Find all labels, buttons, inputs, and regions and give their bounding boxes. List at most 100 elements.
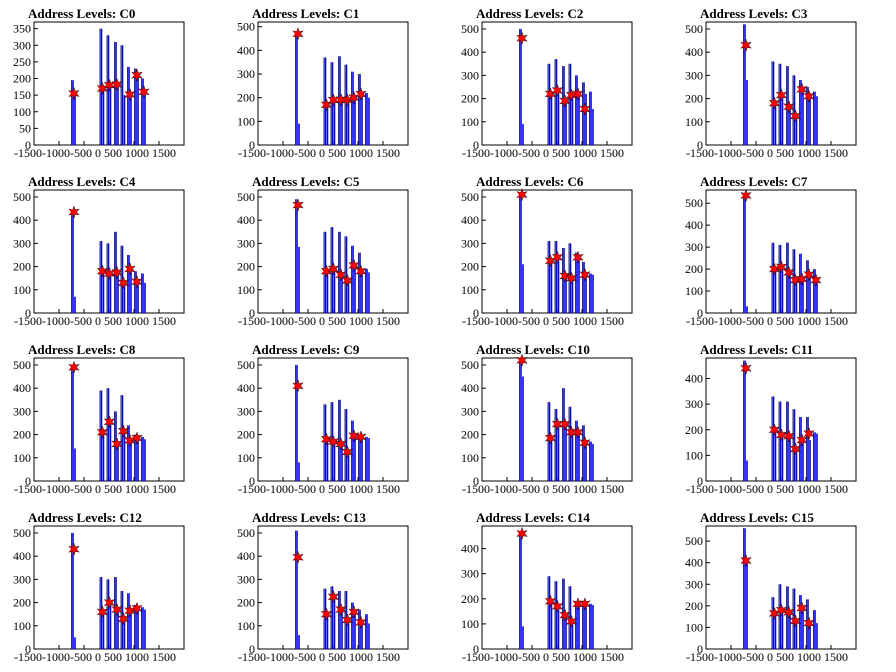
peak-marker [131, 431, 143, 445]
chart-panel-15: Address Levels: C15 0 100 200 300 400 500 -1500… [685, 510, 857, 664]
peak-marker [111, 77, 123, 92]
chart-title: Address Levels: C7 [700, 174, 808, 189]
x-tick-labels: -1500-1000-500 0 500 1000 1500 [238, 650, 400, 664]
chart-panel-1: Address Levels: C1 0 100 200 300 400 500 -1500-… [237, 6, 409, 160]
x-tick-labels: -1500-1000-500 0 500 1000 1500 [686, 482, 848, 496]
x-tick-labels: -1500-1000-500 0 500 1000 1500 [462, 314, 624, 328]
peak-marker [559, 269, 571, 283]
y-tick-label: 400 [461, 45, 479, 59]
y-tick-label: 300 [237, 404, 255, 418]
peak-marker [775, 603, 788, 617]
peak-marker [768, 423, 781, 437]
y-tick-label: 400 [685, 556, 703, 570]
y-tick-label: 200 [237, 91, 255, 105]
y-tick-label: 100 [13, 451, 31, 465]
peak-marker [516, 187, 528, 202]
peak-marker [803, 426, 815, 441]
y-tick-label: 500 [237, 526, 255, 540]
peak-marker [355, 87, 367, 101]
y-tick-label: 500 [461, 358, 479, 372]
y-tick-label: 200 [461, 428, 479, 442]
chart-title: Address Levels: C6 [476, 174, 584, 189]
chart-title: Address Levels: C15 [700, 510, 814, 525]
y-tick-label: 0 [249, 642, 255, 656]
chart-title: Address Levels: C5 [252, 174, 360, 189]
chart-title: Address Levels: C13 [252, 510, 366, 525]
peak-marker [341, 273, 354, 288]
peak-marker [551, 83, 564, 98]
peak-marker [103, 595, 116, 610]
peak-marker [516, 353, 528, 367]
peak-marker [789, 109, 802, 123]
y-tick-label: 400 [13, 549, 31, 563]
y-tick-label: 100 [461, 283, 479, 297]
chart-panel-9: Address Levels: C9 0 100 200 300 400 500 -1500-… [237, 342, 409, 496]
y-tick-label: 100 [461, 115, 479, 129]
peak-marker [131, 275, 143, 289]
y-tick-label: 500 [461, 22, 479, 36]
y-tick-label: 400 [237, 43, 255, 57]
peak-marker [96, 264, 109, 278]
y-tick-label: 0 [473, 138, 479, 152]
chart-title: Address Levels: C10 [476, 342, 590, 357]
peak-marker [96, 605, 109, 619]
peak-marker [516, 31, 528, 45]
y-tick-label: 100 [237, 619, 255, 633]
peak-marker [579, 102, 591, 116]
y-tick-label: 500 [237, 20, 255, 34]
chart-panel-11: Address Levels: C11 0 100 200 300 400 -1500-10… [685, 342, 857, 496]
y-tick-label: 400 [461, 381, 479, 395]
y-tick-label: 100 [237, 114, 255, 128]
peak-marker [783, 265, 795, 280]
y-tick-label: 50 [19, 121, 31, 135]
peak-marker [320, 607, 333, 621]
y-tick-label: 100 [461, 451, 479, 465]
x-tick-labels: -1500-1000-500 0 500 1000 1500 [462, 146, 624, 160]
y-tick-label: 500 [461, 190, 479, 204]
y-tick-label: 400 [13, 213, 31, 227]
x-tick-labels: -1500-1000-500 0 500 1000 1500 [14, 482, 176, 496]
chart-title: Address Levels: C8 [28, 342, 136, 357]
y-tick-label: 300 [685, 68, 703, 82]
chart-panel-6: Address Levels: C6 0 100 200 300 400 500 -1500-… [461, 174, 633, 328]
y-tick-label: 0 [697, 474, 703, 488]
y-tick-label: 250 [13, 55, 31, 69]
y-tick-label: 0 [249, 138, 255, 152]
y-tick-label: 400 [461, 213, 479, 227]
y-tick-label: 500 [237, 358, 255, 372]
peak-marker [117, 424, 130, 438]
peak-marker [68, 542, 80, 556]
y-tick-label: 200 [461, 260, 479, 274]
y-tick-label: 100 [685, 448, 703, 462]
peak-marker [68, 360, 80, 374]
peak-marker [740, 361, 752, 375]
chart-panel-3: Address Levels: C3 0 100 200 300 400 500 -1500-… [685, 6, 857, 160]
peak-marker [348, 605, 360, 619]
x-tick-labels: -1500-1000-500 0 500 1000 1500 [238, 482, 400, 496]
y-tick-label: 0 [697, 138, 703, 152]
peak-marker [551, 250, 564, 264]
chart-title: Address Levels: C14 [476, 510, 590, 525]
y-tick-label: 200 [237, 260, 255, 274]
y-tick-label: 300 [685, 577, 703, 591]
chart-title: Address Levels: C1 [252, 6, 359, 21]
peak-marker [292, 27, 304, 41]
peak-marker [551, 417, 564, 431]
y-tick-label: 300 [461, 567, 479, 581]
peak-marker [579, 268, 591, 282]
peak-marker [559, 417, 571, 431]
peak-marker [111, 265, 123, 280]
y-tick-label: 0 [473, 474, 479, 488]
peak-marker [292, 379, 304, 393]
peak-marker [768, 96, 781, 110]
peak-marker [775, 428, 788, 442]
y-tick-label: 100 [461, 617, 479, 631]
peak-marker [327, 262, 340, 276]
chart-title: Address Levels: C2 [476, 6, 583, 21]
y-tick-label: 300 [461, 236, 479, 250]
peak-marker [516, 526, 528, 541]
x-tick-labels: -1500-1000-500 0 500 1000 1500 [238, 146, 400, 160]
y-tick-label: 300 [685, 240, 703, 254]
y-tick-label: 500 [685, 22, 703, 36]
